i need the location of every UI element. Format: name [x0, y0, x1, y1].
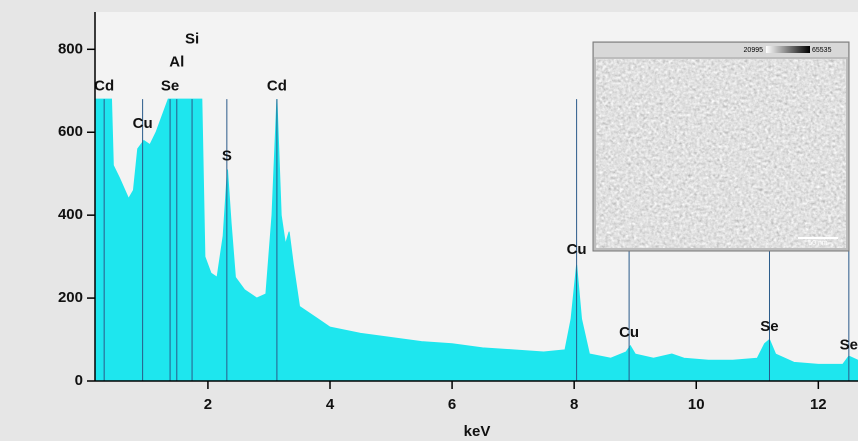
x-tick-label: 8 [570, 396, 578, 413]
tem-image [596, 59, 846, 248]
peak-label: Cu [619, 324, 639, 341]
x-axis-label: keV [464, 423, 491, 440]
x-tick-label: 12 [810, 396, 827, 413]
y-tick-label: 600 [58, 123, 83, 140]
y-tick-label: 800 [58, 40, 83, 57]
peak-label: Al [169, 54, 184, 71]
x-tick-label: 4 [326, 396, 335, 413]
x-tick-label: 6 [448, 396, 456, 413]
spectrum-area [94, 98, 858, 382]
peak-label: Si [185, 30, 199, 47]
scale-max: 65535 [812, 47, 832, 54]
intensity-scale [766, 46, 810, 53]
inset: 20995 65535 50 nm [592, 41, 850, 252]
peak-label: Cd [94, 78, 114, 95]
peak-label: Se [161, 78, 179, 95]
x-tick-label: 2 [204, 396, 212, 413]
scale-min: 20995 [744, 47, 764, 54]
scale-bar-label: 50 nm [808, 240, 828, 247]
y-tick-label: 0 [75, 372, 83, 389]
peak-label: Cu [567, 241, 587, 258]
y-tick-label: 400 [58, 206, 83, 223]
peak-label: Cu [133, 115, 153, 132]
peak-label: Cd [267, 78, 287, 95]
peak-label: Se [840, 337, 858, 354]
peak-label: S [222, 148, 232, 165]
y-tick-label: 200 [58, 289, 83, 306]
x-tick-label: 10 [688, 396, 705, 413]
peak-label: Se [760, 318, 778, 335]
